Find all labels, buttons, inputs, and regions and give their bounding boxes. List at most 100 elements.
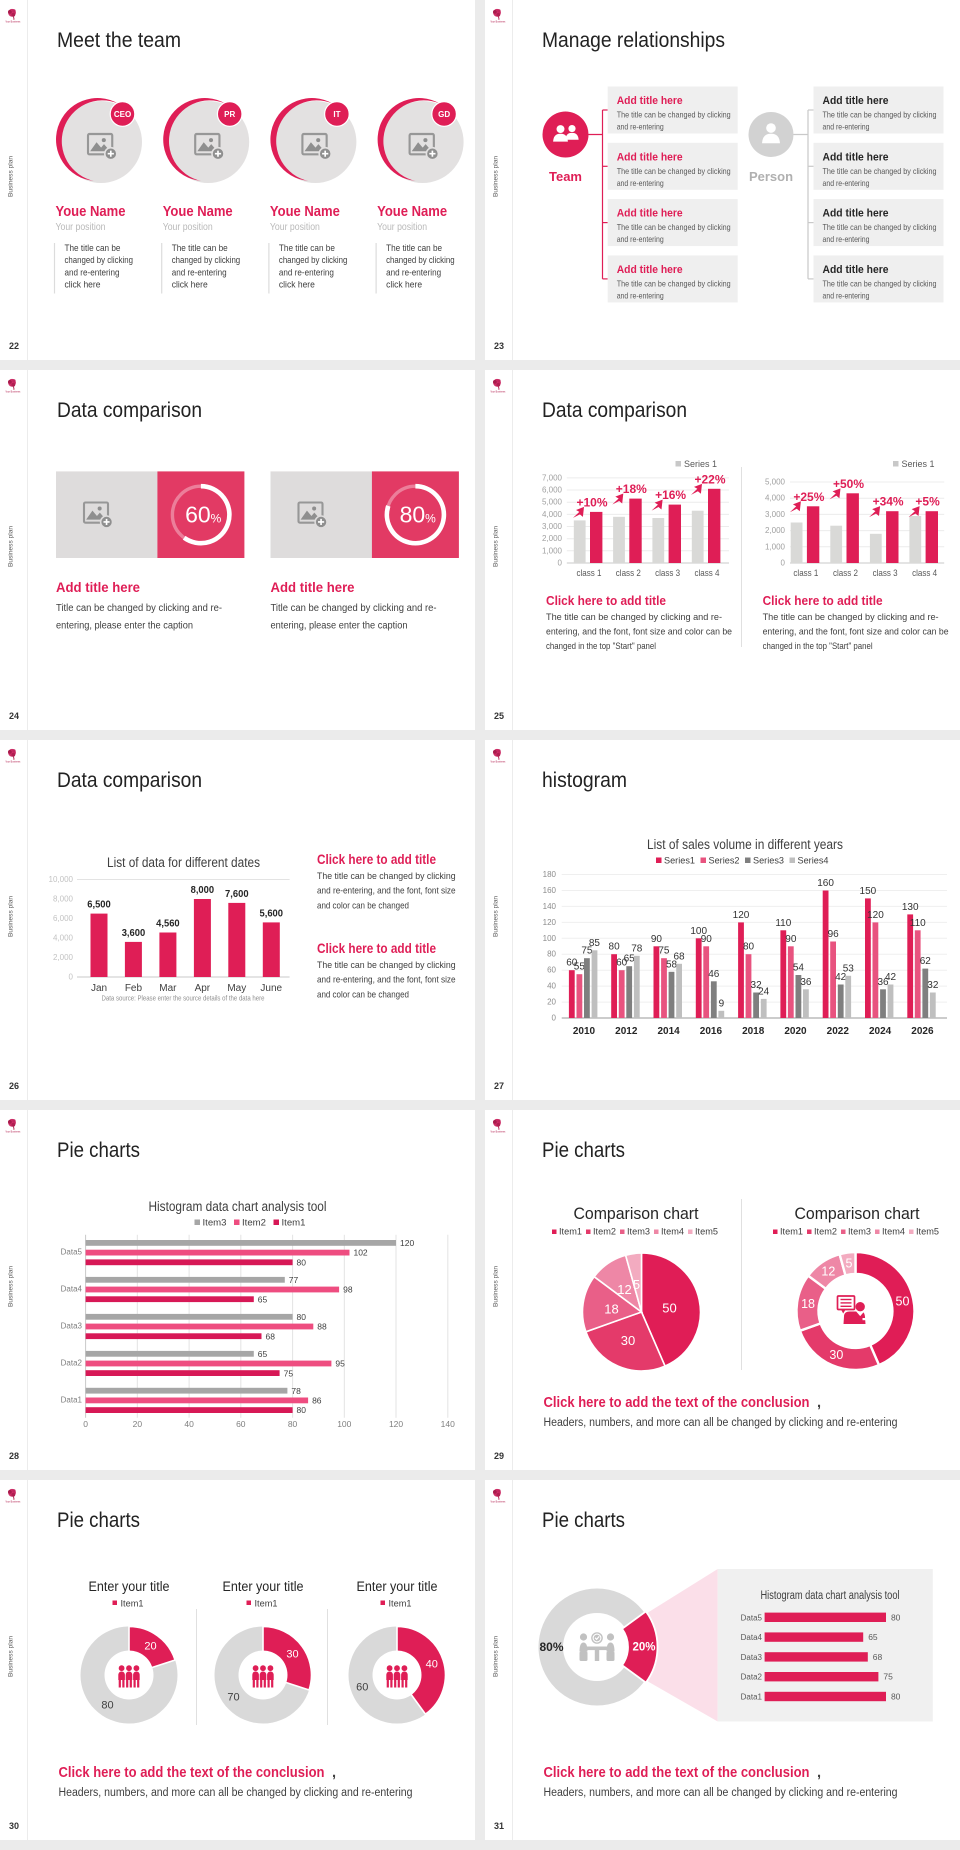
svg-text:2,000: 2,000	[542, 534, 563, 543]
svg-text:and re-entering: and re-entering	[823, 122, 870, 132]
svg-text:and re-entering: and re-entering	[823, 290, 870, 300]
svg-text:25: 25	[494, 711, 504, 721]
svg-text:23: 23	[494, 341, 504, 351]
svg-text:Business plan: Business plan	[8, 1266, 15, 1307]
svg-text:Manage relationships: Manage relationships	[542, 28, 725, 52]
svg-text:5,000: 5,000	[765, 478, 786, 487]
svg-text:Data2: Data2	[61, 1358, 83, 1367]
svg-text:Add title here: Add title here	[271, 580, 355, 595]
svg-text:8,000: 8,000	[53, 895, 74, 904]
svg-text:65: 65	[258, 1294, 268, 1304]
svg-text:GD: GD	[438, 110, 450, 119]
svg-text:Item1: Item1	[389, 1599, 412, 1610]
svg-text:2020: 2020	[784, 1026, 807, 1037]
svg-text:Item1: Item1	[780, 1227, 803, 1237]
svg-text:Data comparison: Data comparison	[542, 398, 687, 422]
svg-text:95: 95	[335, 1359, 345, 1369]
svg-text:Pie charts: Pie charts	[57, 1138, 140, 1162]
svg-text:100: 100	[337, 1419, 351, 1429]
svg-text:Business plan: Business plan	[8, 526, 15, 567]
svg-text:Data4: Data4	[61, 1284, 83, 1293]
svg-text:68: 68	[266, 1331, 276, 1341]
svg-text:80: 80	[400, 502, 426, 528]
svg-text:9: 9	[719, 998, 725, 1009]
svg-text:Team: Team	[549, 169, 582, 184]
svg-text:Your Business: Your Business	[5, 1500, 21, 1503]
svg-text:Histogram data chart analysis: Histogram data chart analysis tool	[149, 1199, 327, 1214]
svg-text:20: 20	[547, 998, 556, 1007]
svg-text:+10%: +10%	[576, 495, 607, 509]
svg-text:and re-entering: and re-entering	[617, 178, 664, 188]
svg-text:and color can be changed: and color can be changed	[317, 989, 409, 999]
svg-text:102: 102	[353, 1248, 367, 1258]
svg-text:4,560: 4,560	[156, 918, 180, 930]
svg-text:Business plan: Business plan	[493, 156, 500, 197]
svg-text:%: %	[425, 512, 436, 526]
svg-text:86: 86	[312, 1396, 322, 1406]
svg-text:26: 26	[9, 1081, 19, 1091]
svg-text:6,000: 6,000	[53, 914, 74, 923]
svg-text:Youe Name: Youe Name	[377, 203, 447, 220]
svg-text:Add title here: Add title here	[823, 264, 889, 276]
svg-text:PR: PR	[224, 110, 235, 119]
svg-text:75: 75	[883, 1672, 893, 1682]
svg-text:Data4: Data4	[741, 1633, 763, 1642]
svg-text:68: 68	[673, 951, 685, 962]
svg-text:65: 65	[868, 1632, 878, 1642]
svg-text:click here: click here	[279, 280, 315, 290]
svg-text:Business plan: Business plan	[493, 896, 500, 937]
svg-text:Item2: Item2	[242, 1218, 266, 1229]
svg-text:IT: IT	[333, 110, 340, 119]
svg-text:Jan: Jan	[91, 983, 107, 994]
svg-text:140: 140	[543, 902, 557, 911]
svg-text:and re-entering, and the font,: and re-entering, and the font, font size	[317, 886, 456, 896]
svg-text:62: 62	[920, 956, 932, 967]
svg-text:22: 22	[9, 341, 19, 351]
svg-text:Item4: Item4	[882, 1227, 905, 1237]
svg-text:+25%: +25%	[793, 490, 824, 504]
svg-text:Business plan: Business plan	[493, 1266, 500, 1307]
svg-text:120: 120	[867, 910, 884, 921]
svg-text:50: 50	[662, 1301, 676, 1316]
svg-text:120: 120	[389, 1419, 403, 1429]
svg-text:Item2: Item2	[593, 1227, 616, 1237]
svg-text:2012: 2012	[615, 1026, 638, 1037]
svg-text:Add title here: Add title here	[56, 580, 140, 595]
svg-text:Add title here: Add title here	[823, 208, 889, 220]
svg-text:and re-entering: and re-entering	[617, 122, 664, 132]
svg-text:3,600: 3,600	[122, 927, 146, 939]
svg-text:Headers, numbers, and more can: Headers, numbers, and more can all be ch…	[59, 1787, 413, 1799]
svg-text:Mar: Mar	[159, 983, 177, 994]
svg-text:The title can be changed by cl: The title can be changed by clicking	[617, 222, 731, 232]
svg-text:Series2: Series2	[709, 856, 740, 866]
svg-text:36: 36	[800, 977, 812, 988]
svg-text:2024: 2024	[869, 1026, 892, 1037]
svg-text:%: %	[211, 512, 222, 526]
svg-text:Click here to add title: Click here to add title	[546, 593, 666, 608]
svg-text:Meet the team: Meet the team	[57, 28, 181, 52]
svg-text:Series1: Series1	[664, 856, 695, 866]
svg-text:Item1: Item1	[121, 1599, 144, 1610]
svg-text:30: 30	[286, 1649, 298, 1661]
svg-text:60: 60	[566, 958, 578, 969]
svg-text:Click here to add the text of: Click here to add the text of the conclu…	[544, 1765, 810, 1781]
svg-text:changed by clicking: changed by clicking	[279, 255, 348, 265]
svg-text:88: 88	[317, 1322, 327, 1332]
svg-text:Data3: Data3	[61, 1321, 83, 1330]
svg-text:Comparison chart: Comparison chart	[574, 1205, 699, 1223]
svg-text:80: 80	[101, 1700, 113, 1712]
svg-text:and re-entering: and re-entering	[386, 267, 441, 277]
svg-text:Click here to add title: Click here to add title	[317, 852, 436, 867]
svg-text:120: 120	[543, 918, 557, 927]
svg-text:12: 12	[617, 1282, 631, 1297]
svg-text:80: 80	[297, 1257, 307, 1267]
svg-text:80: 80	[609, 942, 621, 953]
svg-text:80%: 80%	[539, 1640, 563, 1654]
svg-text:Pie charts: Pie charts	[57, 1508, 140, 1532]
svg-text:0: 0	[69, 973, 74, 982]
svg-text:changed by clicking: changed by clicking	[65, 255, 134, 265]
svg-text:class 3: class 3	[655, 568, 680, 579]
svg-text:77: 77	[289, 1275, 299, 1285]
svg-text:29: 29	[494, 1451, 504, 1461]
svg-text:10,000: 10,000	[49, 875, 74, 884]
